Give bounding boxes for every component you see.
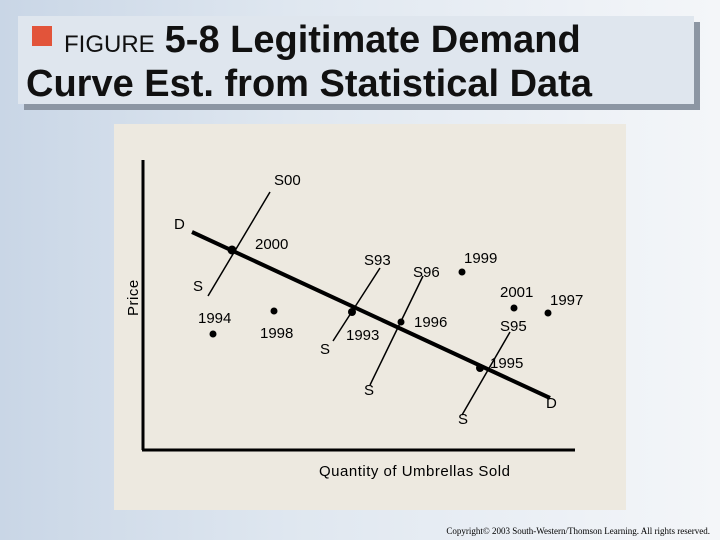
demand-curve — [191, 230, 551, 400]
title-text-1: Legitimate Demand — [230, 19, 581, 61]
point-1996 — [397, 318, 405, 326]
point-1995 — [476, 364, 484, 372]
point-1999 — [458, 268, 466, 276]
supply-label-s-1996: S — [364, 382, 374, 399]
supply-line-2000 — [207, 191, 271, 297]
year-label-1995: 1995 — [490, 355, 523, 372]
supply-label-s-1993: S — [320, 341, 330, 358]
title-box — [18, 16, 694, 104]
year-label-2000: 2000 — [255, 236, 288, 253]
slide-title-line-1: FIGURE 5-8 Legitimate Demand — [64, 18, 581, 67]
slide-title-line-2: Curve Est. from Statistical Data — [26, 63, 592, 105]
year-label-1999: 1999 — [464, 250, 497, 267]
point-1997 — [544, 309, 552, 317]
supply-label-s-2000: S — [193, 278, 203, 295]
point-1998 — [270, 307, 278, 315]
point-2000 — [227, 245, 237, 255]
year-label-2001: 2001 — [500, 284, 533, 301]
year-label-1993: 1993 — [346, 327, 379, 344]
year-label-1994: 1994 — [198, 310, 231, 327]
supply-label-s93: S93 — [364, 252, 391, 269]
copyright-notice: Copyright© 2003 South-Western/Thomson Le… — [446, 526, 710, 536]
supply-label-s96: S96 — [413, 264, 440, 281]
point-2001 — [510, 304, 518, 312]
demand-label-bottom: D — [546, 395, 557, 412]
x-axis-label: Quantity of Umbrellas Sold — [319, 463, 510, 480]
supply-line-1993 — [332, 267, 381, 342]
supply-label-s00: S00 — [274, 172, 301, 189]
year-label-1996: 1996 — [414, 314, 447, 331]
supply-label-s-1995: S — [458, 411, 468, 428]
diagram-panel — [114, 124, 626, 510]
figure-number: 5-8 — [164, 19, 220, 61]
point-1993 — [348, 308, 356, 316]
supply-label-s95: S95 — [500, 318, 527, 335]
title-bullet-square — [32, 26, 52, 46]
point-1994 — [209, 330, 217, 338]
supply-line-1995 — [461, 331, 511, 416]
y-axis-label: Price — [125, 279, 142, 316]
year-label-1998: 1998 — [260, 325, 293, 342]
year-label-1997: 1997 — [550, 292, 583, 309]
supply-line-1996 — [369, 275, 424, 386]
demand-label-top: D — [174, 216, 185, 233]
figure-label: FIGURE — [64, 31, 155, 58]
